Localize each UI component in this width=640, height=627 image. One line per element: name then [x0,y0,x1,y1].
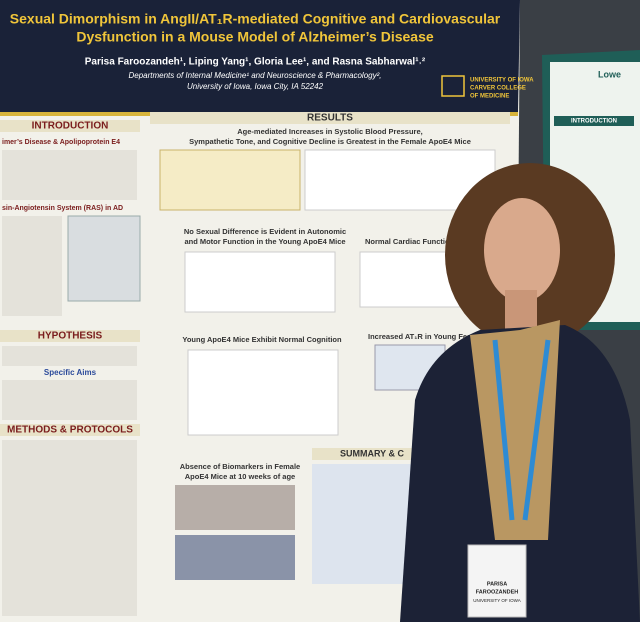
text-block [312,464,422,584]
lanyard [492,339,551,521]
subheading: sin-Angiotensin System (RAS) in AD [2,205,123,212]
results-heading: Absence of Biomarkers in Female [180,462,300,471]
poster-title: Dysfunction in a Mouse Model of Alzheime… [76,29,434,45]
face [484,198,560,302]
poster-title: Sexual Dimorphism in AngII/AT₁R-mediated… [10,11,501,27]
badge [467,544,527,618]
text-block [2,216,62,316]
figure [184,251,336,313]
logo: OF MEDICINE [470,94,509,100]
section-band [312,448,432,460]
section-band [554,116,634,126]
logo: CARVER COLLEGE [470,86,526,92]
diagram [67,215,141,302]
results-heading: and Motor Function in the Young ApoE4 Mi… [184,237,345,246]
logo-icon [441,75,465,97]
figure [159,149,301,211]
results-heading: No Sexual Difference is Evident in Auton… [184,227,346,236]
text-block [2,346,137,366]
subheading: Specific Aims [44,368,97,377]
subheading: imer’s Disease & Apolipoprotein E4 [2,139,120,146]
poster-header [0,0,520,112]
section-title: RESULTS [307,113,353,124]
affiliation: Departments of Internal Medicine¹ and Ne… [128,71,381,80]
section-band [0,120,140,132]
side-title: Lowe [598,69,621,79]
results-heading: ApoE4 Mice at 10 weeks of age [185,472,295,481]
side-section: INTRODUCTION [571,119,617,125]
section-title: INTRODUCTION [32,121,109,132]
results-heading: Age-mediated Increases in Systolic Blood… [237,127,422,136]
blouse [470,320,560,540]
results-heading: Normal Cardiac Function in Young [365,237,488,246]
micrograph [175,535,295,580]
logo: UNIVERSITY OF IOWA [470,78,534,84]
section-title: SUMMARY & C [340,448,405,458]
section-title: METHODS & PROTOCOLS [7,425,133,436]
figure [359,251,461,308]
neck [505,290,537,330]
text-block [2,440,137,616]
affiliation: University of Iowa, Iowa City, IA 52242 [187,82,324,91]
micrograph [175,485,295,530]
text-block [2,150,137,200]
badge-text: FAROOZANDEH [476,589,519,595]
section-band [0,330,140,342]
badge-text: PARISA [487,581,507,587]
authors: Parisa Faroozandeh¹, Liping Yang¹, Glori… [85,57,426,68]
text-block [2,380,137,420]
results-heading: Young ApoE4 Mice Exhibit Normal Cognitio… [182,335,342,344]
figure [187,349,339,436]
section-band [150,112,510,124]
results-heading: Sympathetic Tone, and Cognitive Decline … [189,137,471,146]
section-title: HYPOTHESIS [38,331,103,342]
badge-text: UNIVERSITY OF IOWA [473,598,521,603]
section-band [0,424,140,436]
results-heading: Increased AT₁R in Young Female A [368,332,492,341]
